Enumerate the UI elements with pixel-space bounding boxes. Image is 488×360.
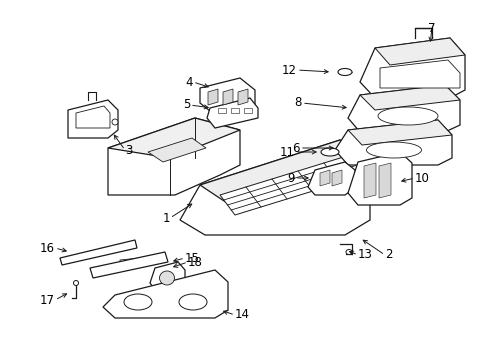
Polygon shape xyxy=(148,138,205,162)
Text: 13: 13 xyxy=(357,248,372,261)
Polygon shape xyxy=(108,118,240,158)
Text: 2: 2 xyxy=(384,248,392,261)
Polygon shape xyxy=(68,100,118,138)
Polygon shape xyxy=(347,120,451,145)
Polygon shape xyxy=(359,85,459,110)
Ellipse shape xyxy=(320,148,338,156)
Bar xyxy=(244,108,251,113)
Ellipse shape xyxy=(179,294,206,310)
Ellipse shape xyxy=(73,280,79,285)
Polygon shape xyxy=(379,60,459,88)
Text: 16: 16 xyxy=(40,242,55,255)
Polygon shape xyxy=(103,270,227,318)
Ellipse shape xyxy=(346,249,351,255)
Text: 6: 6 xyxy=(292,141,299,154)
Text: 9: 9 xyxy=(287,171,294,184)
Ellipse shape xyxy=(366,142,421,158)
Polygon shape xyxy=(363,163,375,198)
Polygon shape xyxy=(307,162,354,195)
Polygon shape xyxy=(359,38,464,98)
Text: 5: 5 xyxy=(182,99,190,112)
Text: 11: 11 xyxy=(280,145,294,158)
Text: 1: 1 xyxy=(162,211,170,225)
Ellipse shape xyxy=(159,271,174,285)
Text: 12: 12 xyxy=(282,63,296,77)
Polygon shape xyxy=(200,78,254,115)
Polygon shape xyxy=(206,98,258,128)
Polygon shape xyxy=(180,140,369,235)
Polygon shape xyxy=(331,170,341,186)
Polygon shape xyxy=(90,252,168,278)
Text: 17: 17 xyxy=(40,293,55,306)
Text: 10: 10 xyxy=(414,171,429,184)
Bar xyxy=(230,108,239,113)
Text: 4: 4 xyxy=(185,76,193,89)
Text: 3: 3 xyxy=(125,144,132,157)
Polygon shape xyxy=(347,85,459,132)
Polygon shape xyxy=(220,155,364,215)
Text: 7: 7 xyxy=(427,22,435,35)
Polygon shape xyxy=(223,89,232,105)
Polygon shape xyxy=(334,120,451,165)
Circle shape xyxy=(112,119,118,125)
Ellipse shape xyxy=(377,107,437,125)
Polygon shape xyxy=(378,163,390,198)
Bar xyxy=(218,108,225,113)
Polygon shape xyxy=(76,106,110,128)
Polygon shape xyxy=(319,170,329,186)
Polygon shape xyxy=(347,152,411,205)
Polygon shape xyxy=(60,240,137,265)
Polygon shape xyxy=(207,89,218,105)
Ellipse shape xyxy=(124,294,152,310)
Text: 18: 18 xyxy=(187,256,203,269)
Ellipse shape xyxy=(337,68,351,76)
Text: 8: 8 xyxy=(294,96,302,109)
Polygon shape xyxy=(150,262,184,290)
Text: 15: 15 xyxy=(184,252,200,265)
Text: 14: 14 xyxy=(235,309,249,321)
Polygon shape xyxy=(238,89,247,105)
Polygon shape xyxy=(108,118,240,195)
Polygon shape xyxy=(374,38,464,65)
Polygon shape xyxy=(200,140,369,205)
